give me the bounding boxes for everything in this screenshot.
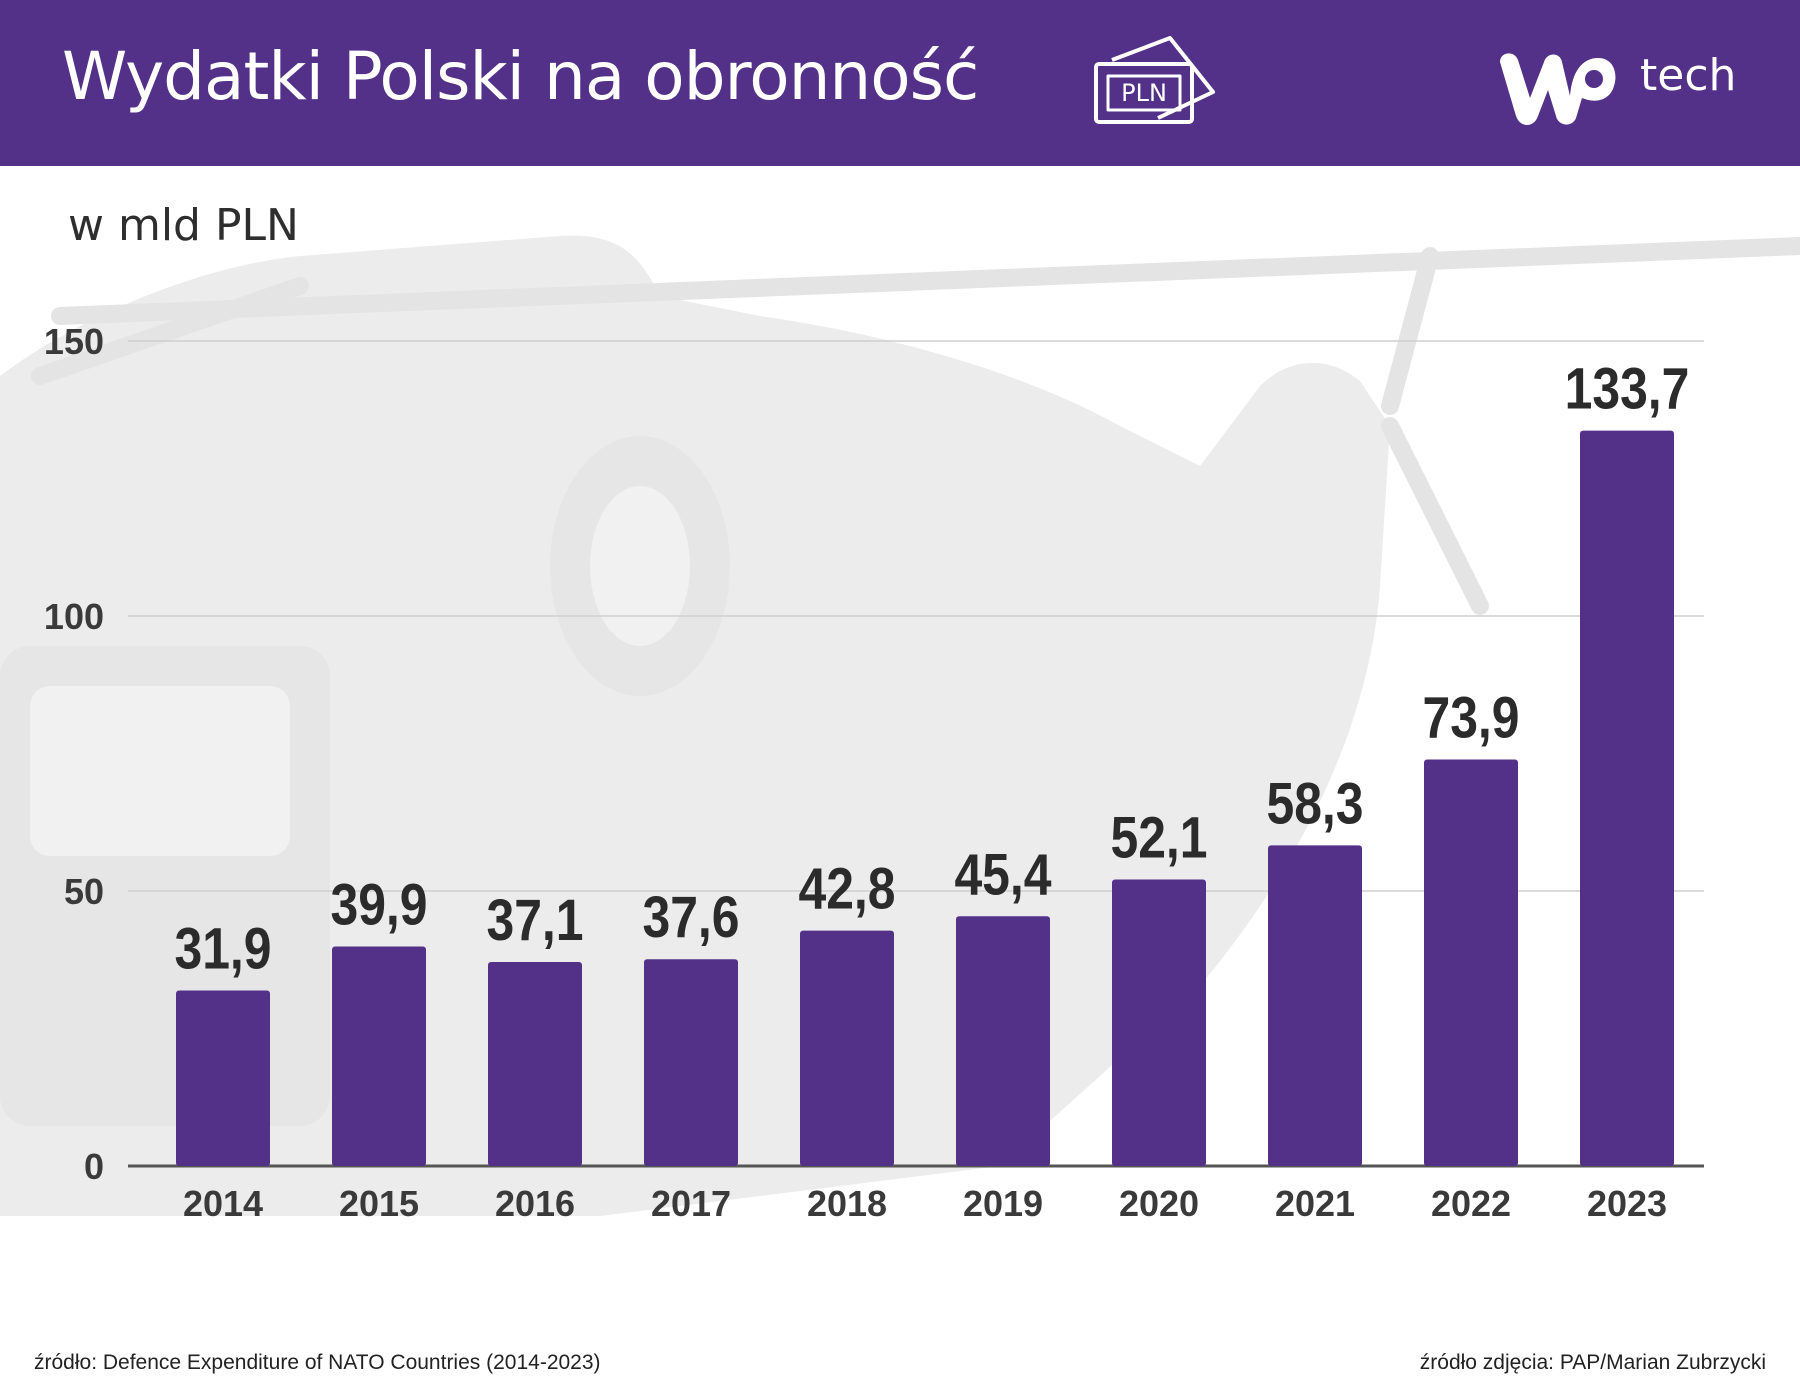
data-label-2022: 73,9 [1422, 686, 1519, 750]
data-label-2019: 45,4 [954, 843, 1051, 907]
banknote-icon: PLN [1094, 36, 1215, 124]
x-tick-label-2016: 2016 [495, 1183, 575, 1224]
x-tick-label-2020: 2020 [1119, 1183, 1199, 1224]
x-tick-label-2018: 2018 [807, 1183, 887, 1224]
bar-2021 [1268, 845, 1362, 1166]
bar-2019 [956, 916, 1050, 1166]
bar-2014 [176, 990, 270, 1166]
bar-2016 [488, 961, 582, 1166]
x-tick-label-2021: 2021 [1275, 1183, 1355, 1224]
banknote-label: PLN [1121, 79, 1167, 107]
data-label-2020: 52,1 [1110, 806, 1207, 870]
bar-2017 [644, 959, 738, 1166]
y-axis-unit-label: w mld PLN [68, 200, 299, 251]
x-tick-label-2019: 2019 [963, 1183, 1043, 1224]
data-label-2021: 58,3 [1266, 772, 1363, 836]
y-tick-label-100: 100 [44, 596, 104, 637]
bar-2023 [1580, 430, 1674, 1166]
header-bar: Wydatki Polski na obronność PLN tech [0, 0, 1800, 166]
y-tick-label-0: 0 [84, 1146, 104, 1187]
x-tick-label-2017: 2017 [651, 1183, 731, 1224]
x-tick-label-2015: 2015 [339, 1183, 419, 1224]
wp-tech-logo[interactable]: tech [1490, 44, 1740, 134]
wp-logo-icon [1500, 53, 1616, 125]
data-source-note: źródło: Defence Expenditure of NATO Coun… [34, 1351, 601, 1374]
data-label-2016: 37,1 [486, 888, 583, 952]
bar-2015 [332, 946, 426, 1166]
data-label-2014: 31,9 [174, 917, 271, 981]
bar-2020 [1112, 879, 1206, 1166]
data-label-2023: 133,7 [1565, 357, 1690, 421]
data-label-2017: 37,6 [642, 886, 739, 950]
page-title: Wydatki Polski na obronność [62, 38, 979, 115]
data-label-2015: 39,9 [330, 873, 427, 937]
photo-credit-note: źródło zdjęcia: PAP/Marian Zubrzycki [1419, 1351, 1766, 1374]
x-tick-label-2023: 2023 [1587, 1183, 1667, 1224]
y-tick-label-150: 150 [44, 321, 104, 362]
bar-2018 [800, 930, 894, 1166]
y-tick-label-50: 50 [64, 871, 104, 912]
logo-text: tech [1640, 50, 1737, 101]
x-tick-label-2014: 2014 [183, 1183, 263, 1224]
data-label-2018: 42,8 [798, 857, 895, 921]
bar-2022 [1424, 759, 1518, 1166]
x-tick-label-2022: 2022 [1431, 1183, 1511, 1224]
